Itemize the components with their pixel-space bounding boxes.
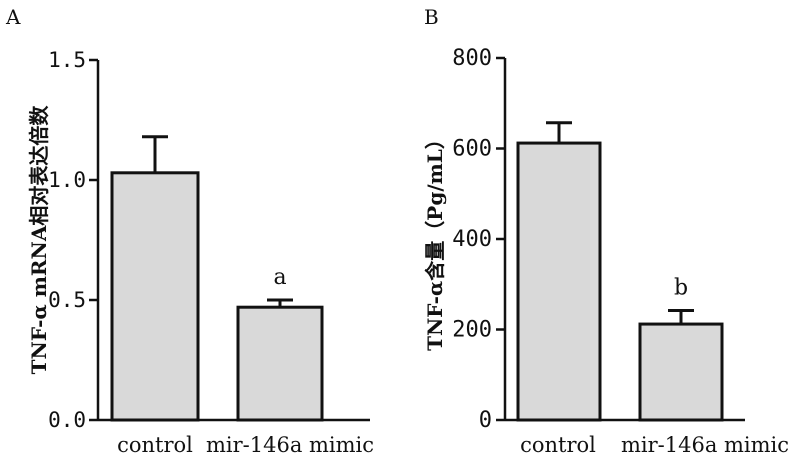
panel-letter: B: [424, 5, 439, 29]
x-category-label: control: [520, 433, 596, 454]
y-tick-label: 400: [452, 227, 492, 252]
significance-mark: a: [273, 265, 286, 290]
y-tick-label: 600: [452, 137, 492, 162]
x-category-label: mir-146a mimic: [206, 433, 374, 454]
y-tick-label: 0.5: [48, 288, 86, 312]
y-tick-label: 800: [452, 46, 492, 71]
bar: [516, 141, 602, 422]
y-tick-label: 0: [479, 408, 492, 433]
y-tick-label: 0.0: [48, 408, 86, 432]
y-axis-label: TNF-α含量（Pg/mL）: [423, 129, 447, 351]
bar: [110, 171, 200, 422]
y-tick-label: 200: [452, 318, 492, 343]
y-tick-label: 1.5: [48, 48, 86, 72]
x-category-label: control: [117, 433, 193, 454]
bar: [638, 322, 724, 422]
panel-letter: A: [5, 5, 21, 29]
x-category-label: mir-146a mimic: [621, 433, 789, 454]
bar: [236, 305, 324, 422]
significance-mark: b: [674, 275, 688, 300]
y-axis-label: TNF-α mRNA相对表达倍数: [27, 105, 51, 375]
y-tick-label: 1.0: [48, 168, 86, 192]
